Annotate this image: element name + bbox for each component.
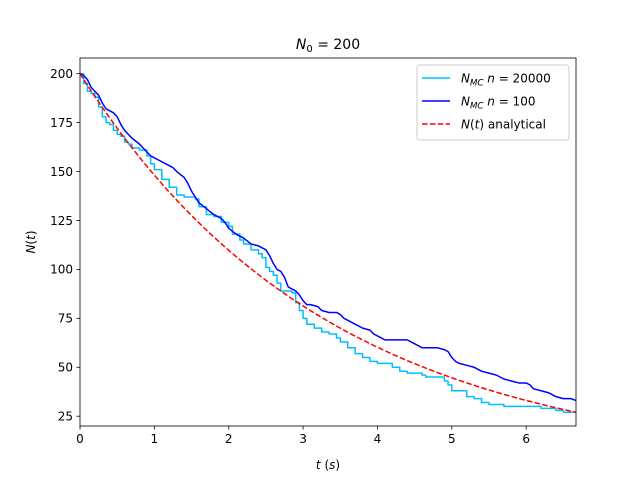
y-tick-label: 125 (50, 214, 73, 228)
series-line-2 (80, 73, 576, 413)
plot-area (80, 72, 576, 414)
x-tick-label: 0 (76, 432, 84, 446)
y-tick-label: 200 (50, 67, 73, 81)
y-tick-label: 150 (50, 165, 73, 179)
y-tick-label: 50 (58, 361, 73, 375)
x-tick-label: 1 (151, 432, 159, 446)
y-tick-label: 100 (50, 263, 73, 277)
x-tick-label: 2 (225, 432, 233, 446)
chart-title: N0 = 200 (296, 37, 360, 55)
x-tick-label: 4 (374, 432, 382, 446)
y-axis-label: N(t) (24, 230, 38, 253)
series-line-1 (80, 72, 576, 402)
y-tick-label: 175 (50, 116, 73, 130)
series-line-0 (80, 72, 576, 414)
x-axis-label: t (s) (316, 458, 340, 472)
x-tick-label: 5 (448, 432, 456, 446)
legend-label-1: NMC n = 100 (461, 95, 535, 112)
x-tick-label: 3 (299, 432, 307, 446)
x-tick-label: 6 (522, 432, 530, 446)
y-tick-label: 25 (58, 410, 73, 424)
legend-label-2: N(t) analytical (461, 118, 546, 132)
axis-ticks: 0 1 2 3 4 5 6 25 50 75 100 125 150 175 200 (50, 57, 577, 446)
legend: NMC n = 20000 NMC n = 100 N(t) analytical (416, 64, 570, 141)
legend-label-0: NMC n = 20000 (461, 72, 551, 89)
legend-box (416, 64, 570, 141)
axes-frame (79, 57, 577, 427)
y-tick-label: 75 (58, 312, 73, 326)
